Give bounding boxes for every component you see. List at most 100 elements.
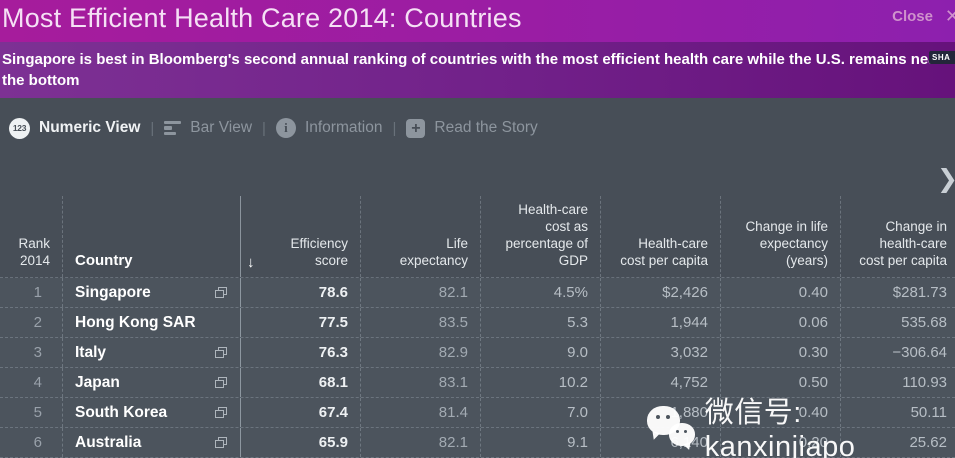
life-expectancy-cell: 83.1 (360, 368, 480, 397)
column-header-country[interactable]: Country (62, 158, 240, 277)
change-cost-cell: 50.11 (840, 398, 955, 427)
rank-cell: 4 (33, 374, 42, 391)
cost-per-capita-cell: 1,880 (600, 398, 720, 427)
change-life-cell: 0.20 (720, 428, 840, 457)
cost-per-capita-cell: 4,752 (600, 368, 720, 397)
gdp-pct-cell: 9.1 (480, 428, 600, 457)
table-row-singapore[interactable]: 1 Singapore 78.6 82.1 4.5% $2,426 0.40 $… (0, 278, 955, 308)
page-title: Most Efficient Health Care 2014: Countri… (2, 3, 522, 33)
cost-per-capita-cell: 6,140 (600, 428, 720, 457)
open-popup-icon[interactable] (215, 287, 227, 298)
column-header-change-life-expectancy[interactable]: Change in life expectancy (years) (720, 158, 840, 277)
open-popup-icon[interactable] (215, 407, 227, 418)
change-cost-cell: 25.62 (840, 428, 955, 457)
country-cell: Australia (62, 428, 240, 457)
life-expectancy-cell: 81.4 (360, 398, 480, 427)
bar-view-button[interactable]: Bar View (164, 119, 252, 137)
bar-view-label: Bar View (190, 119, 253, 136)
efficiency-score-label: Efficiency score (290, 236, 348, 268)
gdp-pct-cell: 4.5% (480, 278, 600, 307)
rank-cell: 3 (33, 344, 42, 361)
table-row-south-korea[interactable]: 5 South Korea 67.4 81.4 7.0 1,880 0.40 5… (0, 398, 955, 428)
efficiency-cell: 78.6 (240, 278, 360, 307)
numeric-view-button[interactable]: 123 Numeric View (9, 117, 141, 139)
table-header-row: Rank 2014 Country ↓ Efficiency score Lif… (0, 158, 955, 277)
gdp-pct-cell: 9.0 (480, 338, 600, 367)
change-life-cell: 0.30 (720, 338, 840, 367)
rank-cell: 6 (33, 434, 42, 451)
cost-per-capita-cell: 3,032 (600, 338, 720, 367)
toolbar-separator: | (262, 119, 266, 137)
close-icon[interactable]: ✕ (944, 6, 955, 26)
open-popup-icon[interactable] (215, 347, 227, 358)
country-cell: Italy (62, 338, 240, 367)
gdp-pct-cell: 7.0 (480, 398, 600, 427)
country-cell: Japan (62, 368, 240, 397)
title-bar: Most Efficient Health Care 2014: Countri… (0, 0, 955, 42)
country-cell: Singapore (62, 278, 240, 307)
cost-per-capita-cell: 1,944 (600, 308, 720, 337)
close-button[interactable]: Close (892, 8, 933, 25)
information-label: Information (304, 119, 383, 136)
table-body: 1 Singapore 78.6 82.1 4.5% $2,426 0.40 $… (0, 277, 955, 458)
information-button[interactable]: i Information (275, 118, 383, 138)
country-name: Singapore (75, 283, 151, 301)
numeric-view-label: Numeric View (39, 119, 141, 136)
gdp-pct-cell: 5.3 (480, 308, 600, 337)
efficiency-cell: 77.5 (240, 308, 360, 337)
change-life-cell: 0.40 (720, 278, 840, 307)
change-life-cell: 0.40 (720, 398, 840, 427)
open-popup-icon[interactable] (215, 437, 227, 448)
read-the-story-label: Read the Story (434, 119, 538, 136)
column-header-cost-per-capita[interactable]: Health-care cost per capita (600, 158, 720, 277)
scroll-right-chevron-icon[interactable]: ❯ (937, 164, 955, 194)
country-name: Italy (75, 343, 107, 361)
column-header-cost-pct-gdp[interactable]: Health-care cost as percentage of GDP (480, 158, 600, 277)
change-cost-cell: $281.73 (840, 278, 955, 307)
life-expectancy-cell: 82.1 (360, 278, 480, 307)
life-expectancy-cell: 83.5 (360, 308, 480, 337)
life-expectancy-cell: 82.9 (360, 338, 480, 367)
column-header-life-expectancy[interactable]: Life expectancy (360, 158, 480, 277)
toolbar-separator: | (392, 119, 397, 137)
cost-per-capita-cell: $2,426 (600, 278, 720, 307)
change-life-cell: 0.50 (720, 368, 840, 397)
info-circle-icon: i (275, 118, 296, 138)
table-row-australia[interactable]: 6 Australia 65.9 82.1 9.1 6,140 0.20 25.… (0, 428, 955, 458)
numeric-123-icon: 123 (9, 117, 30, 139)
change-cost-cell: 110.93 (840, 368, 955, 397)
country-cell: South Korea (62, 398, 240, 427)
table-row-hong-kong[interactable]: 2 Hong Kong SAR 77.5 83.5 5.3 1,944 0.06… (0, 308, 955, 338)
country-name: Australia (75, 433, 142, 451)
subtitle-text: Singapore is best in Bloomberg's second … (2, 51, 943, 89)
rank-cell: 5 (33, 404, 42, 421)
rank-cell: 1 (33, 284, 42, 301)
toolbar-separator: | (150, 119, 155, 137)
country-cell: Hong Kong SAR (62, 308, 240, 337)
change-life-cell: 0.06 (720, 308, 840, 337)
gdp-pct-cell: 10.2 (480, 368, 600, 397)
change-cost-cell: −306.64 (840, 338, 955, 367)
view-toolbar: 123 Numeric View | Bar View | i Informat… (0, 98, 955, 158)
country-name: Japan (75, 373, 120, 391)
column-header-efficiency-score[interactable]: ↓ Efficiency score (240, 158, 360, 277)
sort-descending-icon[interactable]: ↓ (247, 254, 255, 271)
table-row-japan[interactable]: 4 Japan 68.1 83.1 10.2 4,752 0.50 110.93 (0, 368, 955, 398)
plus-square-icon: + (406, 118, 426, 138)
life-expectancy-cell: 82.1 (360, 428, 480, 457)
open-popup-icon[interactable] (215, 377, 227, 388)
rank-cell: 2 (33, 314, 42, 331)
subtitle-bar: Singapore is best in Bloomberg's second … (0, 42, 955, 98)
column-header-change-cost-per-capita[interactable]: Change in health-care cost per capita (840, 158, 955, 277)
efficiency-cell: 68.1 (240, 368, 360, 397)
table-row-italy[interactable]: 3 Italy 76.3 82.9 9.0 3,032 0.30 −306.64 (0, 338, 955, 368)
column-header-rank-2014[interactable]: Rank 2014 (18, 236, 50, 268)
efficiency-cell: 76.3 (240, 338, 360, 367)
efficiency-cell: 65.9 (240, 428, 360, 457)
share-button[interactable]: SHA (929, 51, 955, 64)
read-the-story-button[interactable]: + Read the Story (406, 118, 538, 138)
change-cost-cell: 535.68 (840, 308, 955, 337)
country-name: Hong Kong SAR (75, 313, 196, 331)
efficiency-cell: 67.4 (240, 398, 360, 427)
